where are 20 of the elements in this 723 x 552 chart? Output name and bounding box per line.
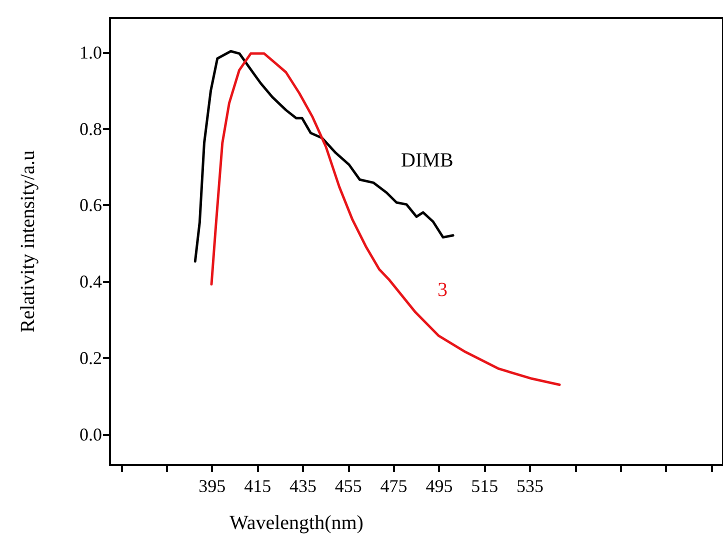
- y-tick-label: 0.2: [80, 348, 102, 368]
- x-tick-label: 435: [289, 476, 316, 496]
- x-tick-label: 395: [198, 476, 226, 496]
- y-tick-label: 0.0: [80, 424, 102, 444]
- x-tick-label: 415: [244, 476, 272, 496]
- x-tick-label: 535: [516, 476, 544, 496]
- x-tick-label: 515: [471, 476, 498, 496]
- series-label: 3: [438, 278, 448, 301]
- x-tick-label: 495: [426, 476, 453, 496]
- y-tick-label: 0.8: [80, 118, 102, 139]
- line-series: [194, 50, 454, 263]
- y-tick-label: 0.4: [80, 272, 102, 292]
- y-axis-title: Relativity intensity/a.u: [17, 150, 39, 333]
- line-series: [210, 52, 561, 386]
- y-tick-label: 0.6: [80, 195, 102, 216]
- x-tick-label: 455: [334, 476, 362, 496]
- y-tick-label: 1.0: [80, 42, 102, 62]
- x-axis-title: Wavelength(nm): [230, 512, 364, 534]
- x-tick-label: 475: [380, 476, 408, 496]
- series-label: DIMB: [401, 149, 454, 172]
